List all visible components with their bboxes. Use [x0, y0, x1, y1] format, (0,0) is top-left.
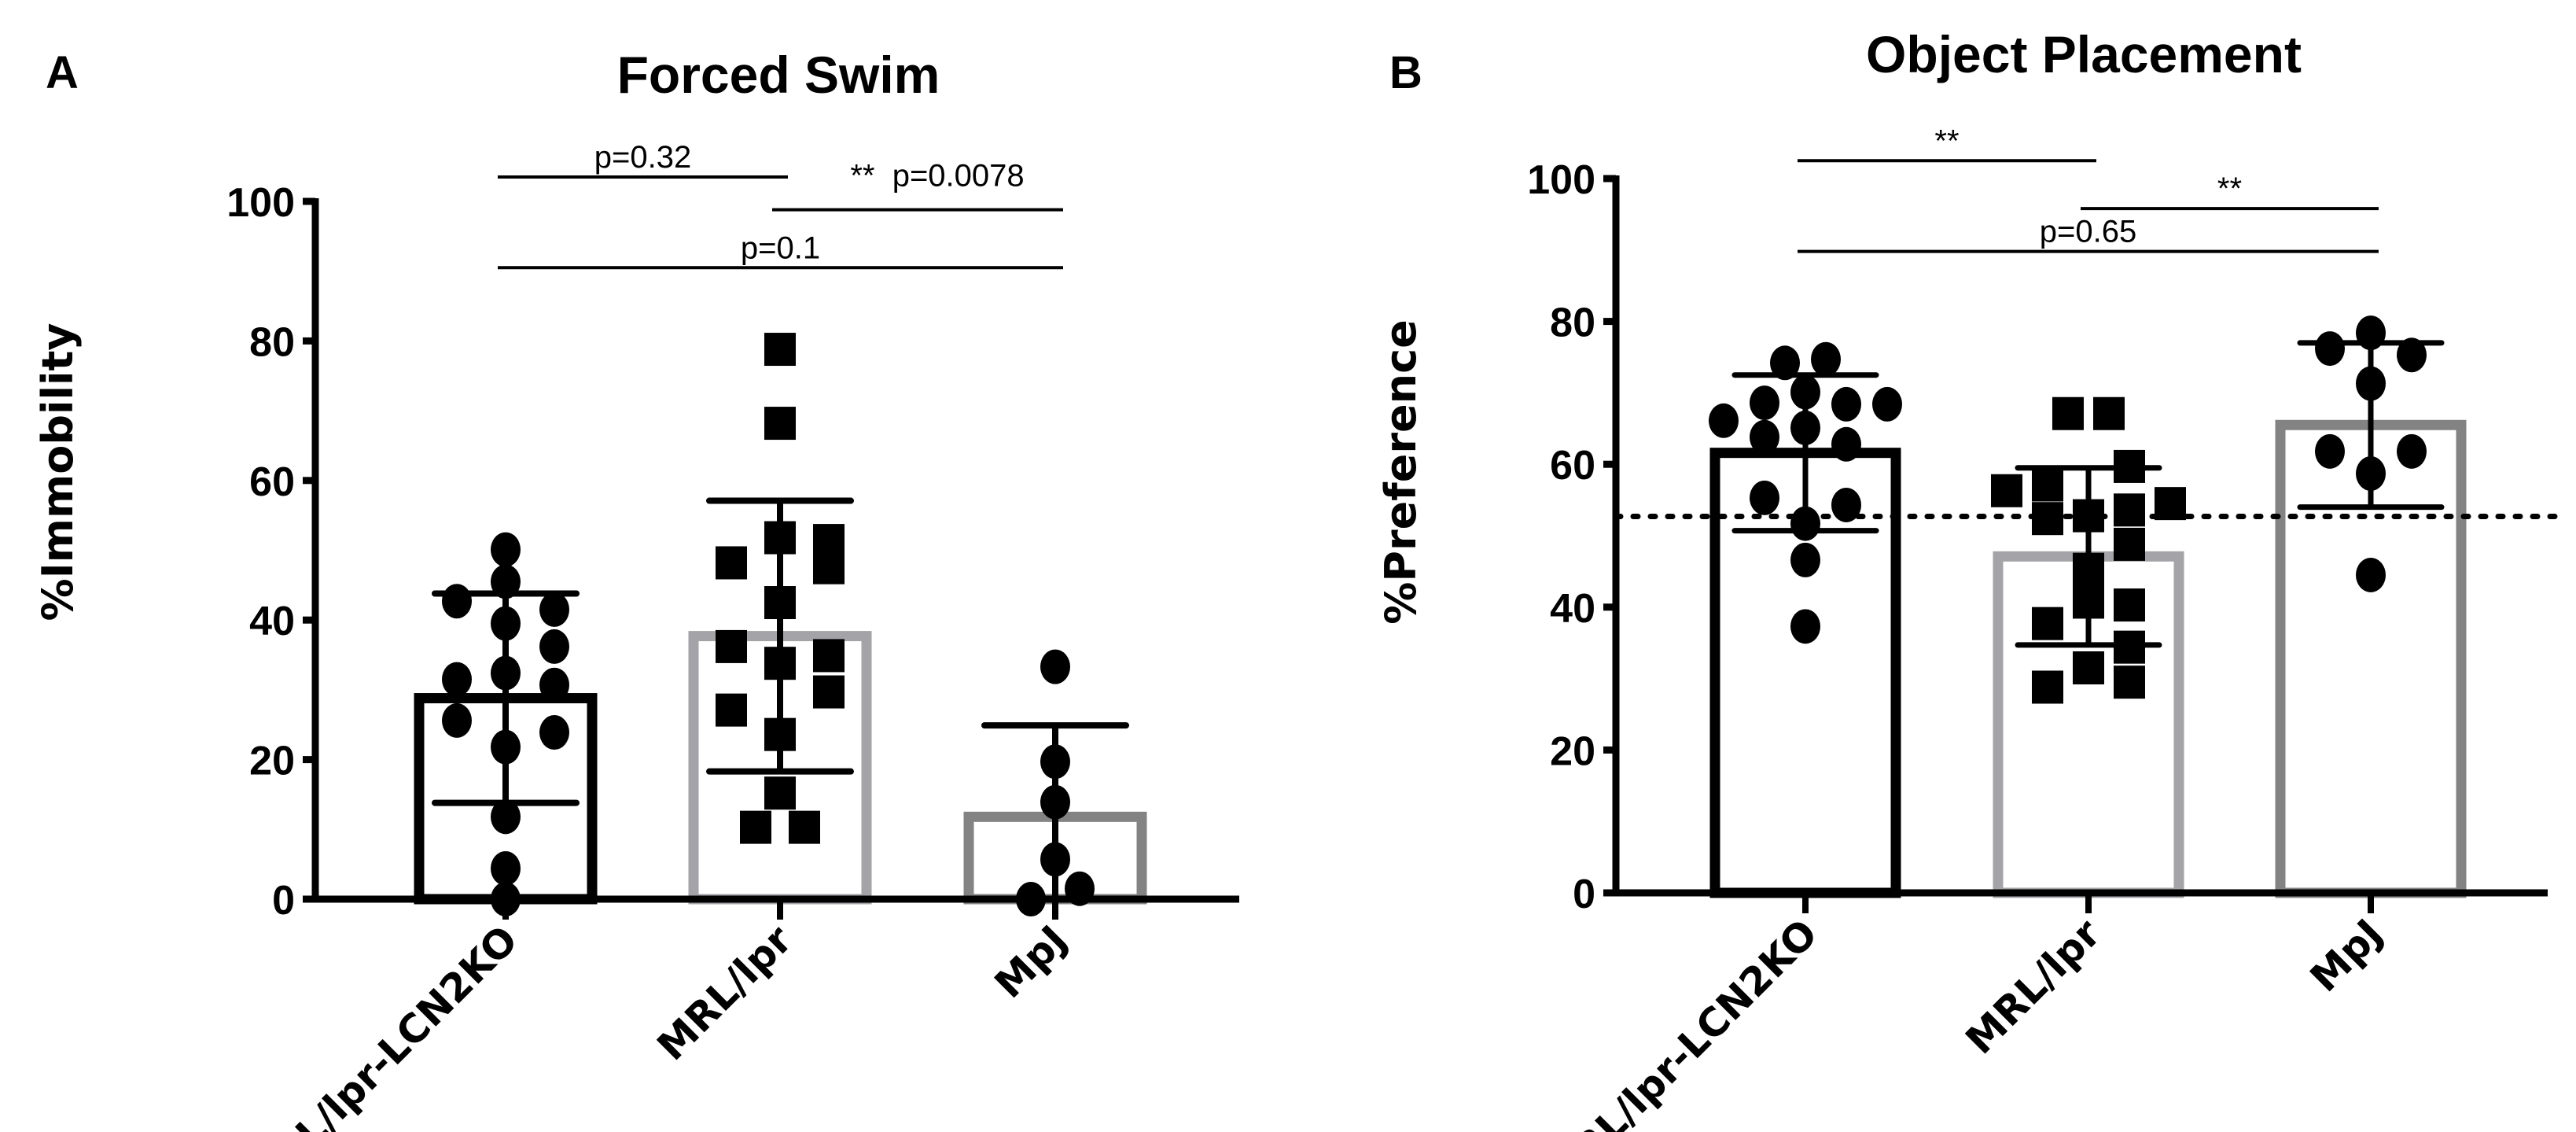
data-point [1831, 487, 1861, 522]
panel-letter: A [46, 47, 79, 98]
data-point [2032, 670, 2063, 704]
x-tick-label: MpJ [2302, 910, 2392, 1001]
chart-title: Object Placement [1866, 25, 2302, 83]
data-point [1811, 341, 1841, 377]
data-point [442, 702, 472, 738]
data-point [2073, 651, 2104, 684]
data-point [1770, 345, 1800, 381]
data-point [1831, 426, 1861, 462]
y-axis-label: %Preference [1376, 319, 1426, 624]
data-point [491, 532, 521, 567]
data-point [740, 810, 771, 844]
x-tick-label: MRL/lpr [649, 916, 801, 1069]
y-tick-label: 80 [249, 319, 295, 365]
comparison-label: ** p=0.0078 [850, 159, 1024, 194]
data-point [2155, 487, 2186, 521]
data-point [491, 799, 521, 835]
chart-title: Forced Swim [617, 46, 940, 104]
data-point [442, 584, 472, 619]
data-point [813, 639, 845, 673]
y-tick-label: 20 [1550, 728, 1595, 774]
data-point [764, 333, 796, 367]
x-tick-label: MRL/lpr-LCN2KO [238, 916, 527, 1132]
comparison-label: ** [2217, 171, 2242, 206]
data-point [2315, 433, 2345, 469]
data-point [539, 715, 569, 750]
data-point [813, 675, 845, 709]
data-point [491, 564, 521, 599]
data-point [539, 629, 569, 664]
comparison-label: ** [1934, 124, 1959, 158]
data-point [1750, 385, 1779, 421]
data-point [1750, 480, 1779, 515]
y-tick-label: 60 [249, 459, 295, 505]
data-point [2052, 396, 2084, 430]
y-tick-label: 0 [272, 878, 295, 924]
x-tick-label: MRL/lpr-LCN2KO [1538, 910, 1827, 1132]
data-point [1991, 474, 2022, 507]
y-tick-label: 0 [1573, 872, 1595, 917]
y-tick-label: 80 [1550, 301, 1595, 346]
data-point [764, 407, 796, 441]
data-point [2032, 607, 2063, 640]
data-point [789, 810, 820, 844]
data-point [2315, 331, 2345, 367]
panel-a-forced-swim: A Forced Swim %Immobility 0 20 40 60 80 100 MR… [33, 46, 1239, 1132]
comparison-label: p=0.32 [594, 140, 691, 175]
data-point [2032, 502, 2063, 536]
y-axis-label: %Immobility [33, 323, 83, 621]
data-point [2114, 493, 2145, 527]
data-point [2114, 588, 2145, 622]
data-point [2114, 527, 2145, 561]
data-point [1831, 386, 1861, 422]
data-point [539, 592, 569, 627]
y-tick-label: 20 [249, 739, 295, 784]
data-point [1790, 609, 1820, 644]
data-point [2397, 433, 2427, 469]
x-tick-label: MpJ [986, 916, 1076, 1007]
data-point [2114, 666, 2145, 699]
data-point [813, 551, 845, 584]
y-tick-label: 60 [1550, 443, 1595, 489]
data-point [2032, 468, 2063, 502]
data-point [716, 629, 747, 663]
y-tick-label: 40 [249, 599, 295, 644]
data-point [2093, 396, 2125, 430]
data-point [442, 662, 472, 697]
y-tick-label: 100 [1527, 157, 1595, 203]
data-point [2397, 337, 2427, 373]
data-point [2356, 557, 2386, 592]
data-point [1872, 386, 1902, 422]
x-tick-label: MRL/lpr [1957, 910, 2110, 1063]
comparison-label: p=0.1 [741, 230, 820, 265]
data-point [1790, 542, 1820, 577]
panel-letter: B [1389, 47, 1422, 98]
data-point [539, 667, 569, 702]
panel-b-object-placement: B Object Placement %Preference 0 20 40 60 80… [1376, 25, 2567, 1132]
data-point [716, 546, 747, 580]
data-point [716, 693, 747, 727]
comparison-label: p=0.65 [2040, 215, 2136, 249]
data-point [764, 776, 796, 810]
data-point [491, 850, 521, 886]
data-point [1750, 419, 1779, 455]
data-point [1040, 649, 1070, 684]
y-tick-label: 40 [1550, 586, 1595, 632]
y-tick-label: 100 [226, 180, 295, 226]
data-point [1709, 403, 1739, 438]
